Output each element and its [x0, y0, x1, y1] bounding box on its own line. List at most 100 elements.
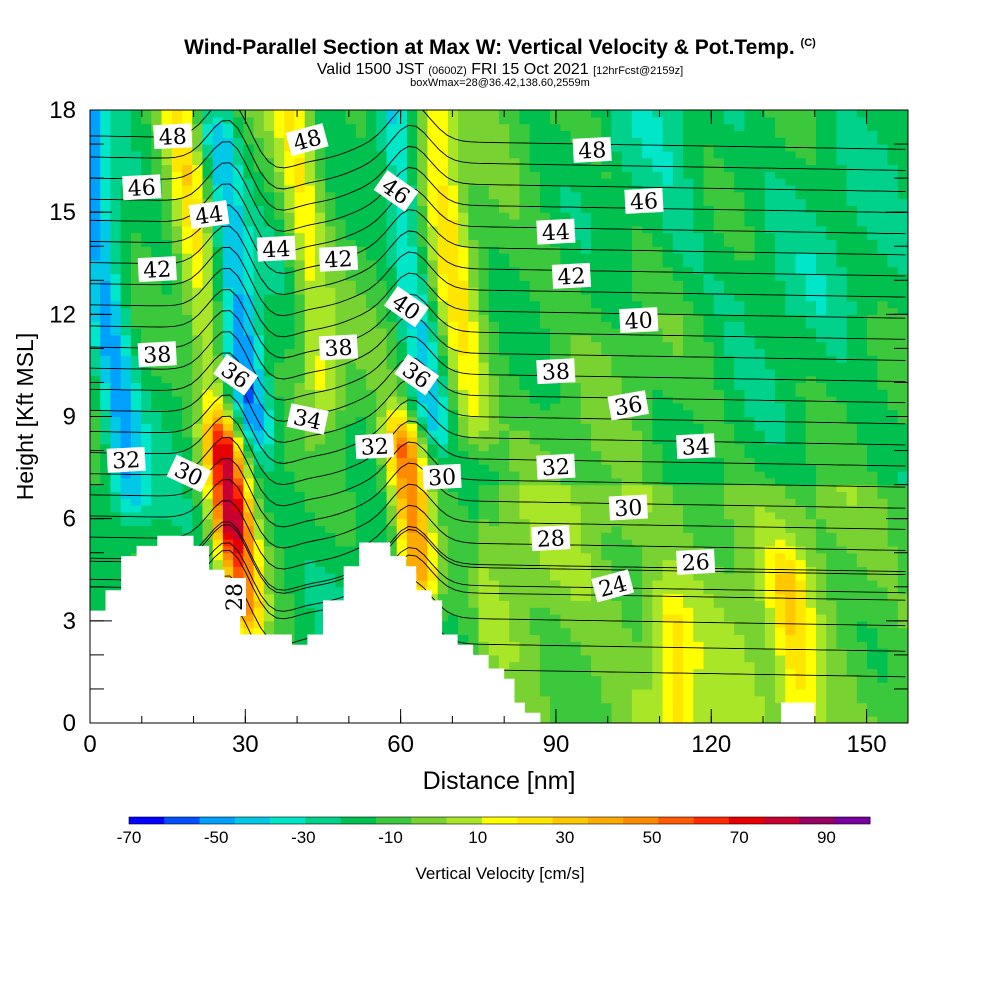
velocity-cell [376, 321, 388, 329]
velocity-cell [642, 464, 653, 472]
velocity-cell [519, 634, 531, 642]
velocity-cell [447, 239, 459, 247]
velocity-cell [141, 464, 152, 472]
velocity-cell [458, 341, 469, 349]
velocity-cell [652, 457, 664, 465]
velocity-cell [447, 525, 459, 533]
velocity-cell [222, 205, 234, 213]
velocity-cell [529, 157, 541, 166]
velocity-cell [110, 212, 122, 220]
velocity-cell [642, 382, 653, 390]
velocity-cell [171, 150, 183, 159]
velocity-cell [294, 205, 306, 213]
velocity-cell [580, 341, 592, 349]
velocity-cell [529, 123, 541, 132]
velocity-cell [110, 287, 122, 295]
velocity-cell [478, 253, 490, 261]
velocity-cell [560, 110, 572, 118]
velocity-cell [192, 409, 204, 418]
chart-title-main: Wind-Parallel Section at Max W: Vertical… [184, 36, 795, 59]
velocity-cell [376, 314, 388, 322]
velocity-cell [611, 559, 623, 567]
velocity-cell [192, 321, 204, 329]
velocity-cell [560, 436, 572, 445]
velocity-cell [437, 355, 449, 363]
velocity-cell [621, 607, 633, 615]
velocity-cell [90, 423, 101, 431]
velocity-cell [468, 348, 480, 356]
velocity-cell [233, 334, 244, 343]
velocity-cell [141, 205, 152, 213]
velocity-cell [529, 634, 541, 642]
velocity-cell [130, 396, 142, 404]
velocity-cell [335, 144, 347, 152]
velocity-cell [222, 171, 234, 179]
velocity-cell [141, 218, 152, 227]
velocity-cell [345, 545, 357, 554]
velocity-cell [519, 137, 531, 145]
velocity-cell [263, 137, 275, 145]
velocity-cell [621, 682, 633, 690]
velocity-cell [458, 355, 469, 363]
velocity-cell [325, 518, 336, 527]
velocity-cell [386, 116, 398, 125]
velocity-cell [550, 579, 561, 588]
velocity-cell [591, 409, 602, 418]
velocity-cell [274, 430, 285, 438]
velocity-cell [601, 505, 613, 513]
velocity-cell [243, 116, 255, 125]
velocity-cell [171, 518, 183, 527]
velocity-cell [591, 559, 602, 567]
velocity-cell [274, 198, 285, 206]
velocity-cell [284, 123, 296, 132]
velocity-cell [621, 253, 633, 261]
velocity-cell [570, 470, 582, 479]
velocity-cell [130, 205, 142, 213]
velocity-cell [601, 396, 613, 404]
velocity-cell [120, 416, 132, 424]
velocity-cell [151, 150, 163, 159]
velocity-cell [458, 191, 469, 200]
velocity-cell [284, 607, 296, 615]
velocity-cell [427, 539, 439, 547]
velocity-cell [580, 205, 592, 213]
velocity-cell [284, 552, 296, 561]
velocity-cell [335, 436, 347, 445]
velocity-cell [192, 225, 204, 234]
velocity-cell [447, 382, 459, 390]
velocity-cell [601, 225, 613, 234]
velocity-cell [212, 137, 224, 145]
velocity-cell [488, 416, 500, 424]
velocity-cell [294, 273, 306, 281]
velocity-cell [509, 184, 521, 193]
velocity-cell [652, 586, 664, 595]
velocity-cell [519, 253, 531, 261]
velocity-cell [263, 157, 275, 166]
velocity-cell [192, 232, 204, 241]
velocity-cell [182, 518, 193, 527]
velocity-cell [529, 116, 541, 125]
velocity-cell [192, 368, 204, 377]
velocity-cell [601, 116, 613, 125]
velocity-cell [458, 409, 469, 418]
velocity-cell [417, 321, 429, 329]
velocity-cell [560, 212, 572, 220]
velocity-cell [233, 402, 244, 411]
velocity-cell [151, 436, 163, 445]
velocity-cell [560, 641, 572, 649]
velocity-cell [601, 539, 613, 547]
velocity-cell [110, 314, 122, 322]
velocity-cell [222, 273, 234, 281]
velocity-cell [222, 545, 234, 554]
velocity-cell [233, 477, 244, 486]
velocity-cell [376, 293, 388, 302]
velocity-cell [222, 416, 234, 424]
velocity-cell [458, 218, 469, 227]
velocity-cell [642, 716, 653, 723]
velocity-cell [151, 212, 163, 220]
velocity-cell [141, 430, 152, 438]
velocity-cell [560, 334, 572, 343]
velocity-cell [294, 259, 306, 268]
velocity-cell [560, 573, 572, 581]
velocity-cell [212, 362, 224, 370]
